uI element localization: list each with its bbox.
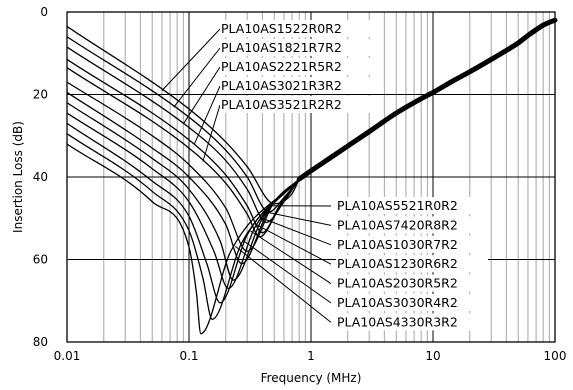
series-label: PLA10AS1230R6R2	[337, 256, 458, 271]
y-tick-label: 80	[33, 335, 48, 349]
callout-background	[336, 294, 488, 311]
callout-leader	[243, 240, 332, 304]
tick-labels: 0.01 0.1 1 10 100 0 20 40 60 80	[33, 5, 567, 363]
callout-background	[220, 96, 370, 113]
series-line	[66, 67, 300, 238]
series-label: PLA10AS2030R5R2	[337, 276, 458, 291]
series-label: PLA10AS3521R2R2	[221, 97, 342, 112]
callout-background	[336, 313, 488, 331]
series-label: PLA10AS4330R3R2	[337, 314, 458, 329]
series-curves	[66, 17, 558, 335]
callout-leader	[262, 217, 332, 246]
series-label: PLA10AS1030R7R2	[337, 237, 458, 252]
common-high-frequency-line	[296, 17, 558, 182]
callout-background	[336, 197, 488, 214]
x-axis-label: Frequency (MHz)	[261, 371, 362, 385]
callout-leader	[250, 230, 332, 285]
series-line	[66, 25, 300, 205]
x-tick-label: 1	[307, 349, 315, 363]
series-callouts: PLA10AS1522R0R2 PLA10AS1821R7R2 PLA10AS222…	[161, 20, 488, 331]
y-tick-label: 40	[33, 170, 48, 184]
series-line	[66, 122, 300, 304]
callout-leader	[256, 224, 332, 265]
series-label: PLA10AS3021R3R2	[221, 78, 342, 93]
y-axis-label: Insertion Loss (dB)	[11, 121, 25, 233]
callout-leader	[267, 211, 332, 226]
y-tick-label: 20	[33, 88, 48, 102]
series-label: PLA10AS7420R8R2	[337, 217, 458, 232]
series-line	[66, 133, 300, 320]
series-label: PLA10AS1522R0R2	[221, 21, 342, 36]
callout-background	[220, 39, 370, 56]
callout-background	[336, 255, 488, 273]
callout-background	[336, 235, 488, 253]
series-label: PLA10AS1821R7R2	[221, 40, 342, 55]
callout-background	[220, 77, 370, 94]
x-tick-label: 0.01	[54, 349, 81, 363]
x-tick-label: 100	[544, 349, 567, 363]
series-line	[66, 102, 300, 281]
callout-leader	[173, 47, 221, 108]
series-line	[66, 112, 300, 290]
callout-background	[336, 274, 488, 292]
callout-background	[220, 20, 370, 37]
series-label: PLA10AS3030R4R2	[337, 295, 458, 310]
x-tick-label: 10	[425, 349, 440, 363]
callout-leader	[202, 104, 221, 162]
callout-leader	[193, 85, 221, 145]
series-label: PLA10AS2221R5R2	[221, 59, 342, 74]
callout-leader	[182, 66, 221, 125]
y-tick-label: 0	[40, 5, 48, 19]
y-tick-label: 60	[33, 253, 48, 267]
series-line	[66, 36, 300, 213]
x-tick-label: 0.1	[179, 349, 198, 363]
callout-leader	[161, 28, 221, 91]
series-line	[66, 143, 300, 335]
series-label: PLA10AS5521R0R2	[337, 198, 458, 213]
callout-leader	[235, 245, 332, 323]
callout-background	[336, 216, 488, 234]
callout-background	[220, 58, 370, 75]
plot-frame	[66, 11, 556, 343]
